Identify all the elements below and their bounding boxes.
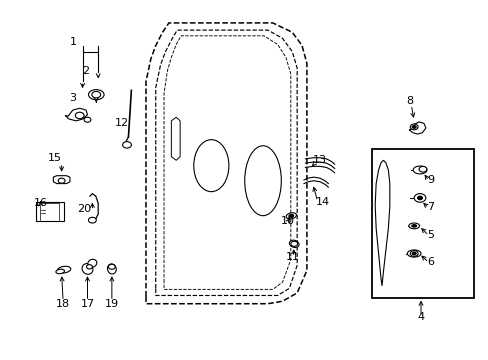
Text: 12: 12 bbox=[114, 118, 128, 128]
Ellipse shape bbox=[411, 225, 416, 227]
Circle shape bbox=[84, 117, 91, 122]
Circle shape bbox=[417, 196, 422, 200]
Text: 2: 2 bbox=[82, 66, 89, 76]
Bar bbox=[371, 149, 473, 298]
Circle shape bbox=[75, 112, 84, 119]
Ellipse shape bbox=[407, 250, 420, 257]
Circle shape bbox=[86, 265, 92, 269]
Ellipse shape bbox=[88, 259, 97, 267]
Ellipse shape bbox=[408, 223, 419, 229]
Circle shape bbox=[122, 141, 131, 148]
Text: 3: 3 bbox=[69, 93, 76, 103]
Circle shape bbox=[411, 252, 415, 255]
Ellipse shape bbox=[244, 146, 281, 216]
Text: 11: 11 bbox=[285, 252, 300, 262]
Text: 15: 15 bbox=[48, 153, 62, 163]
Ellipse shape bbox=[412, 166, 426, 174]
Circle shape bbox=[411, 126, 415, 129]
Text: 17: 17 bbox=[80, 299, 94, 309]
Text: 7: 7 bbox=[427, 202, 433, 212]
Ellipse shape bbox=[285, 213, 296, 219]
Text: 20: 20 bbox=[77, 204, 91, 214]
Circle shape bbox=[409, 251, 417, 256]
Circle shape bbox=[409, 124, 417, 130]
Text: 8: 8 bbox=[405, 96, 412, 106]
Ellipse shape bbox=[88, 90, 104, 100]
Text: 10: 10 bbox=[280, 216, 294, 226]
Ellipse shape bbox=[57, 266, 71, 273]
Circle shape bbox=[58, 178, 65, 183]
Text: 13: 13 bbox=[312, 155, 326, 165]
Text: 19: 19 bbox=[104, 299, 119, 309]
Text: 1: 1 bbox=[69, 37, 76, 47]
Ellipse shape bbox=[288, 214, 293, 217]
Circle shape bbox=[413, 194, 425, 202]
Text: 5: 5 bbox=[427, 230, 433, 239]
Ellipse shape bbox=[193, 140, 228, 192]
Circle shape bbox=[108, 264, 115, 269]
Text: 18: 18 bbox=[56, 299, 70, 309]
Circle shape bbox=[92, 91, 101, 98]
Ellipse shape bbox=[107, 264, 116, 274]
Ellipse shape bbox=[56, 269, 64, 274]
Circle shape bbox=[418, 166, 426, 172]
Text: 14: 14 bbox=[315, 197, 329, 207]
Circle shape bbox=[88, 217, 96, 223]
Circle shape bbox=[290, 241, 297, 246]
Text: 6: 6 bbox=[427, 257, 433, 267]
Text: 16: 16 bbox=[34, 198, 48, 208]
Bar bbox=[36, 202, 64, 221]
Text: 4: 4 bbox=[417, 312, 424, 322]
Text: 9: 9 bbox=[427, 175, 433, 185]
Ellipse shape bbox=[289, 240, 299, 247]
Ellipse shape bbox=[82, 264, 93, 274]
